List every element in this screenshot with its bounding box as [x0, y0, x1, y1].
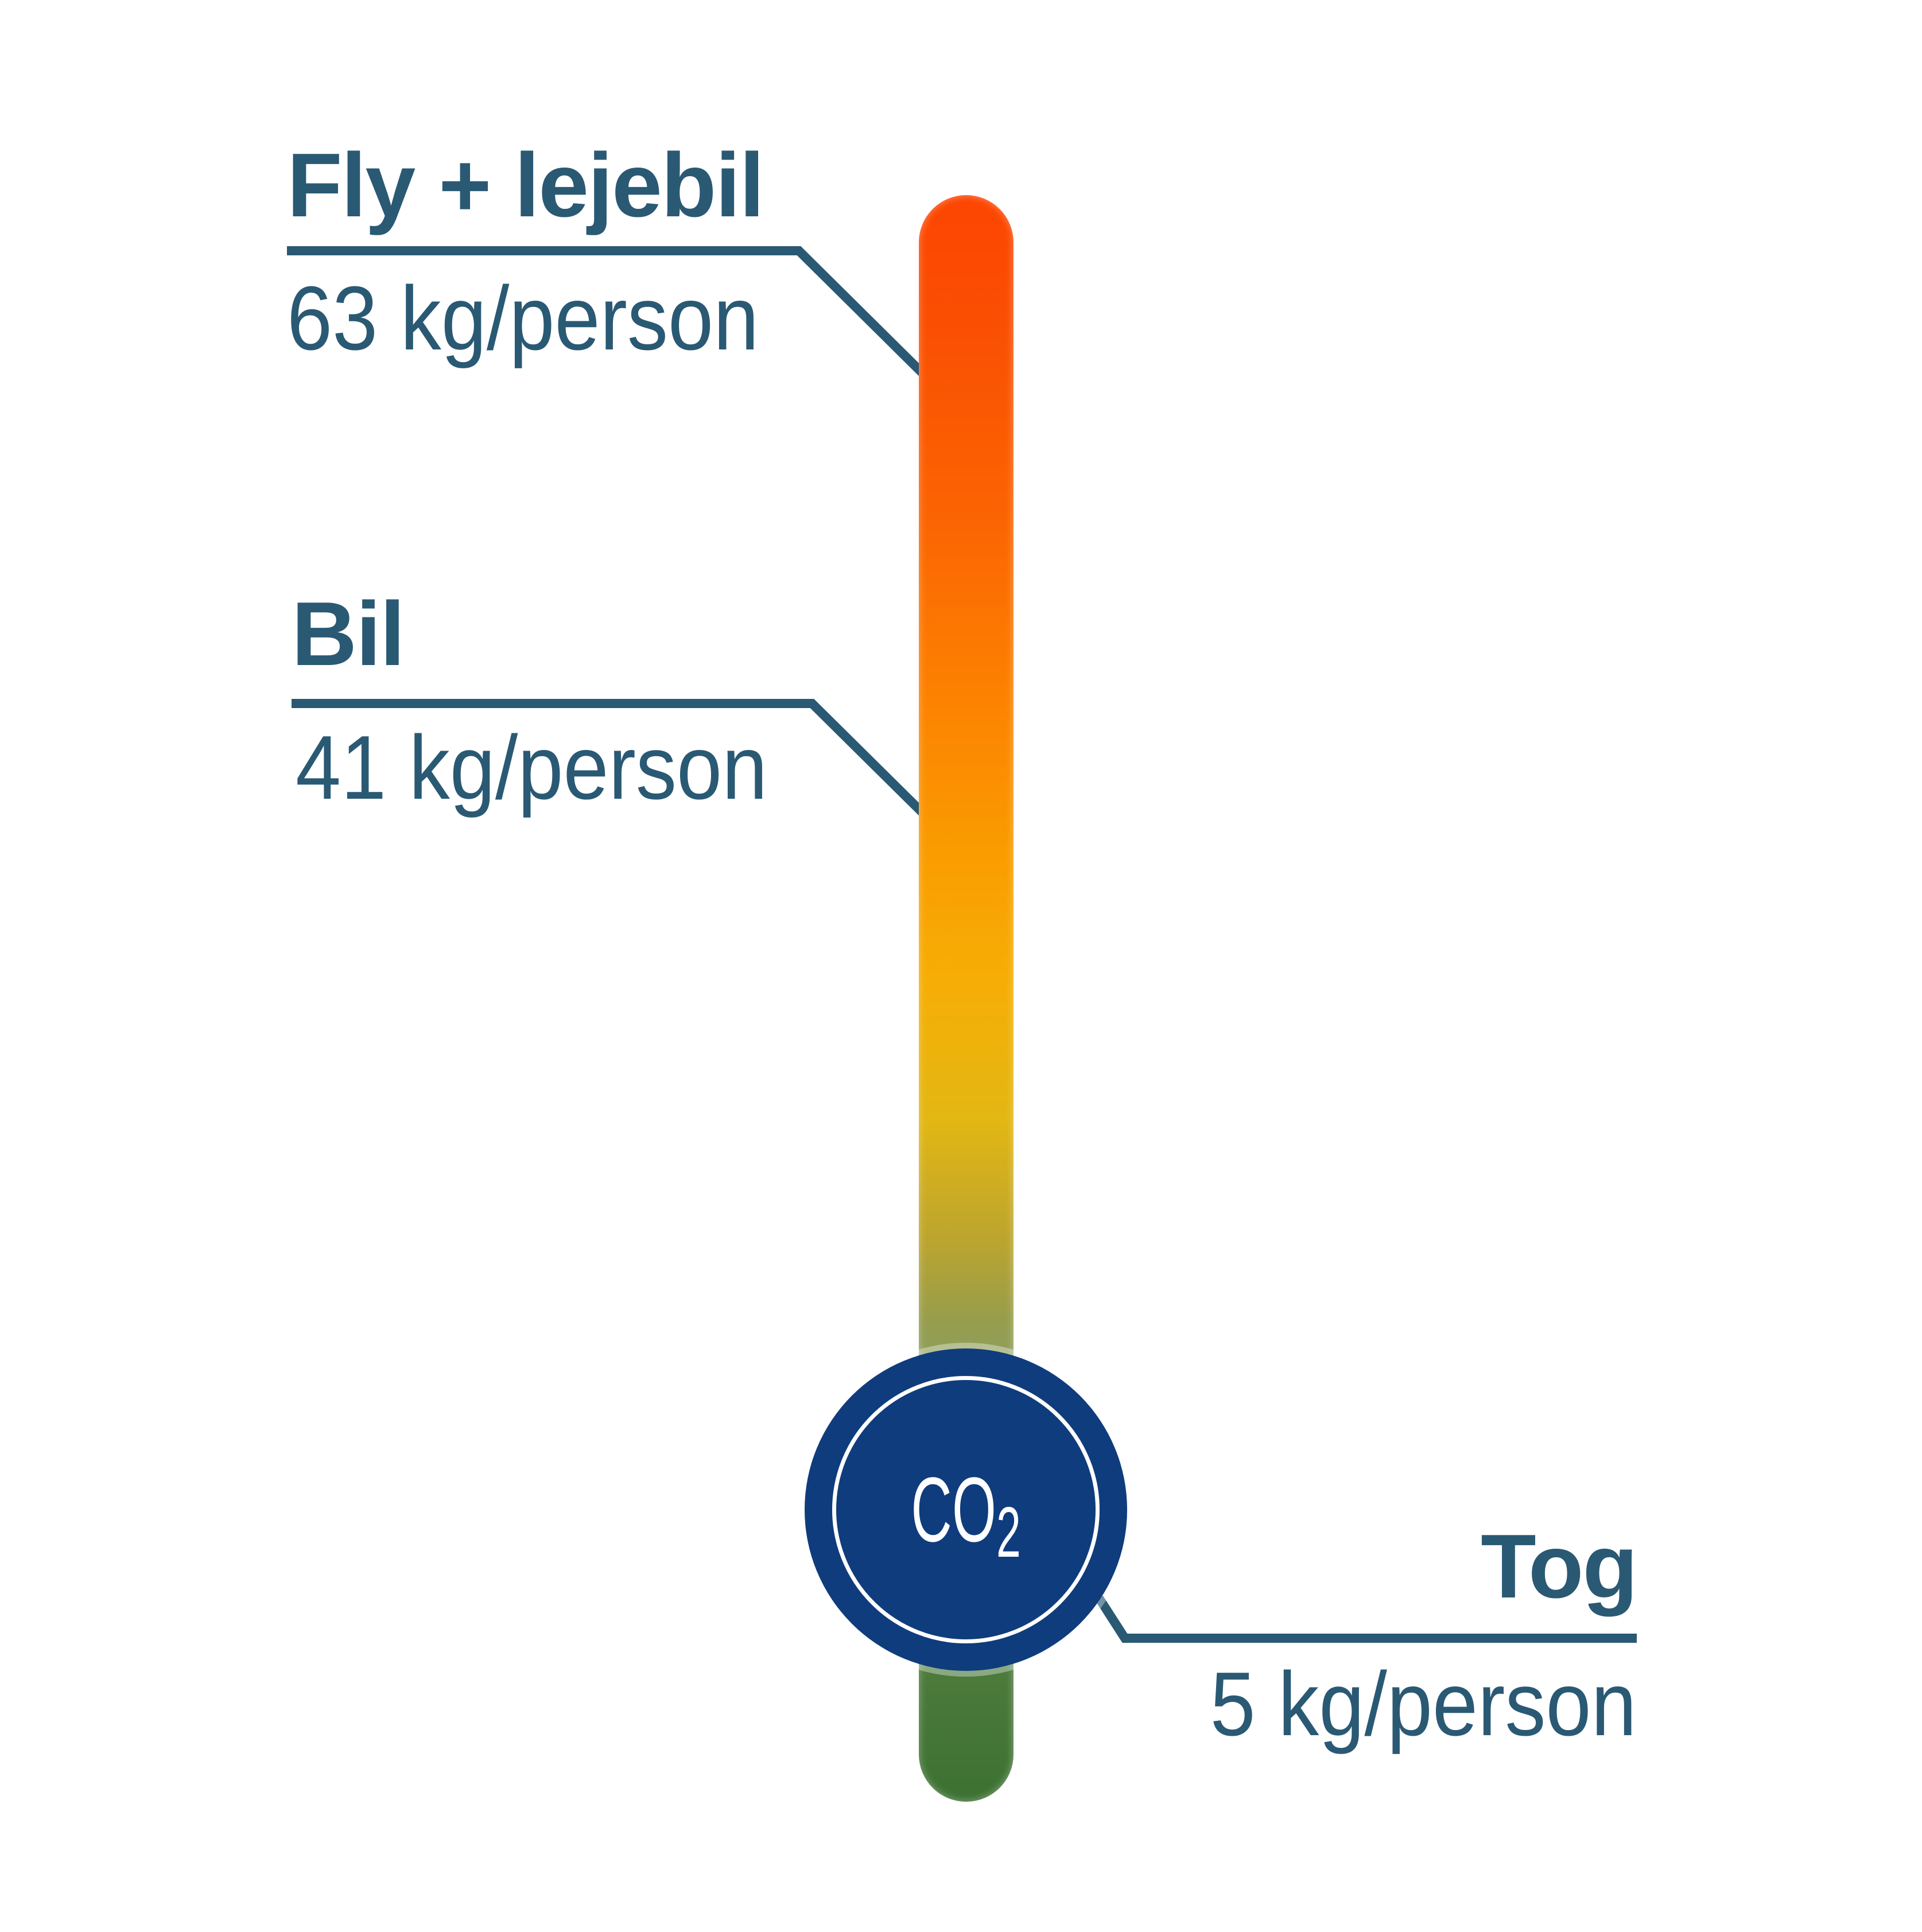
tog-callout-line [1095, 1595, 1637, 1643]
label-tog-value: 5 kg/person [1163, 1659, 1637, 1750]
label-bil-value: 41 kg/person [296, 722, 820, 813]
co2-badge-label: CO 2 [866, 1348, 1066, 1671]
fly-callout-line [287, 246, 926, 376]
co2-text: CO [911, 1458, 997, 1561]
label-fly-value-text: 63 kg/person [287, 268, 759, 369]
label-fly-value: 63 kg/person [287, 273, 811, 364]
co2-subscript: 2 [996, 1493, 1021, 1572]
bil-callout-line [292, 699, 926, 816]
label-fly-title: Fly + lejebil [287, 135, 764, 236]
co2-badge-ring [832, 1376, 1100, 1643]
label-tog-value-text: 5 kg/person [1210, 1654, 1637, 1755]
co2-badge: CO 2 [805, 1348, 1127, 1671]
label-bil-value-text: 41 kg/person [296, 717, 768, 818]
label-tog-title: Tog [1481, 1516, 1638, 1617]
label-bil-title: Bil [292, 584, 405, 685]
